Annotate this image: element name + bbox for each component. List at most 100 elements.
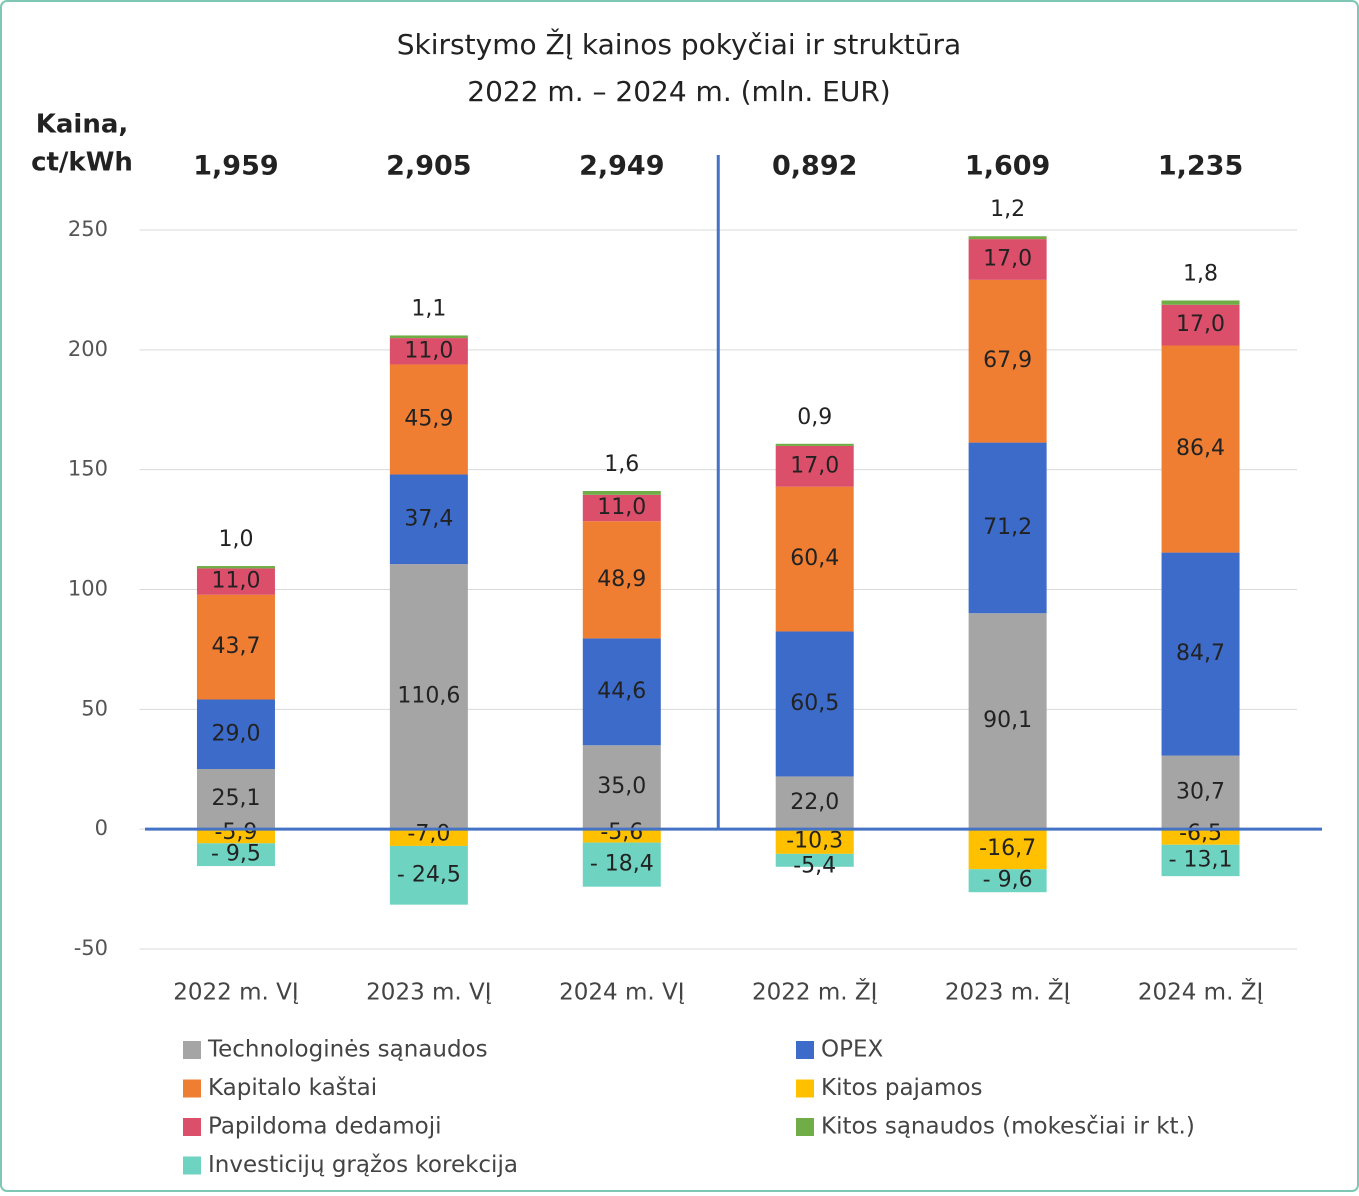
bar-segment bbox=[775, 631, 854, 777]
value-label: 1,8 bbox=[1183, 261, 1218, 286]
value-label: 1,0 bbox=[218, 527, 253, 552]
bar-segment bbox=[775, 776, 854, 830]
bar-segment bbox=[1161, 844, 1240, 877]
value-label: 22,0 bbox=[790, 790, 839, 815]
value-label: -6,5 bbox=[1179, 821, 1222, 846]
value-label: 30,7 bbox=[1176, 779, 1225, 804]
value-label: 1,2 bbox=[990, 197, 1025, 222]
value-label: 44,6 bbox=[597, 679, 646, 704]
bar-segment bbox=[389, 364, 468, 475]
legend-label: OPEX bbox=[821, 1037, 884, 1063]
x-tick-label: 2022 m. VĮ bbox=[173, 980, 299, 1006]
bar-segment bbox=[196, 566, 275, 569]
price-axis-label: ct/kWh bbox=[31, 148, 133, 178]
bar-segment bbox=[1161, 829, 1240, 845]
bar-segment bbox=[775, 443, 854, 446]
bar-segment bbox=[582, 745, 661, 830]
bar-segment bbox=[196, 568, 275, 595]
bar-segment bbox=[196, 594, 275, 700]
price-label: 2,905 bbox=[386, 151, 471, 182]
bar-segment bbox=[775, 445, 854, 487]
bar-segment bbox=[389, 474, 468, 565]
bar-segment bbox=[775, 486, 854, 632]
bar-segment bbox=[968, 236, 1047, 240]
legend-label: Papildoma dedamoji bbox=[208, 1114, 442, 1140]
bar-segment bbox=[1161, 304, 1240, 346]
bar-segment bbox=[389, 338, 468, 365]
value-label: 17,0 bbox=[983, 246, 1032, 271]
bar-segment bbox=[775, 853, 854, 867]
legend-label: Investicijų grąžos korekcija bbox=[208, 1152, 518, 1178]
value-label: - 13,1 bbox=[1169, 847, 1233, 872]
bar-segment bbox=[1161, 345, 1240, 553]
bar-segment bbox=[389, 829, 468, 846]
legend-label: Technologinės sąnaudos bbox=[207, 1037, 488, 1063]
value-label: 60,4 bbox=[790, 546, 839, 571]
value-label: 35,0 bbox=[597, 774, 646, 799]
value-label: -5,9 bbox=[214, 820, 257, 845]
x-tick-label: 2023 m. ŽĮ bbox=[945, 978, 1071, 1006]
value-label: - 9,6 bbox=[983, 868, 1033, 893]
bar-segment bbox=[196, 829, 275, 844]
value-label: -10,3 bbox=[786, 829, 843, 854]
bar-segment bbox=[1161, 552, 1240, 756]
bar-segment bbox=[582, 490, 661, 495]
value-label: 1,1 bbox=[411, 296, 446, 321]
legend-label: Kapitalo kaštai bbox=[208, 1075, 377, 1101]
y-tick-label: 0 bbox=[95, 816, 108, 840]
bar-segment bbox=[1161, 300, 1240, 305]
bar-segment bbox=[1161, 755, 1240, 830]
x-tick-label: 2024 m. ŽĮ bbox=[1138, 978, 1264, 1006]
y-tick-label: 50 bbox=[81, 696, 108, 720]
x-tick-label: 2023 m. VĮ bbox=[366, 980, 492, 1006]
bar-segment bbox=[582, 494, 661, 522]
value-label: 29,0 bbox=[211, 721, 260, 746]
legend-swatch bbox=[183, 1156, 201, 1175]
price-label: 1,609 bbox=[965, 151, 1050, 182]
bar-segment bbox=[196, 769, 275, 830]
value-label: - 18,4 bbox=[590, 852, 654, 877]
price-label: 1,235 bbox=[1158, 151, 1243, 182]
bar-segment bbox=[196, 843, 275, 867]
legend-swatch bbox=[796, 1079, 814, 1098]
bar-segment bbox=[968, 279, 1047, 443]
x-tick-label: 2022 m. ŽĮ bbox=[752, 978, 878, 1006]
bar-segment bbox=[582, 521, 661, 639]
value-label: 48,9 bbox=[597, 567, 646, 592]
value-label: 86,4 bbox=[1176, 436, 1225, 461]
legend-label: Kitos sąnaudos (mokesčiai ir kt.) bbox=[821, 1114, 1195, 1140]
chart-subtitle: 2022 m. – 2024 m. (mln. EUR) bbox=[467, 75, 890, 108]
bar-segment bbox=[389, 335, 468, 339]
value-label: 90,1 bbox=[983, 708, 1032, 733]
value-label: 37,4 bbox=[404, 506, 453, 531]
y-tick-label: -50 bbox=[74, 936, 108, 960]
bar-segment bbox=[582, 829, 661, 843]
chart-title: Skirstymo ŽĮ kainos pokyčiai ir struktūr… bbox=[397, 27, 961, 61]
value-label: - 24,5 bbox=[397, 862, 461, 887]
value-label: 1,6 bbox=[604, 452, 639, 477]
value-label: 45,9 bbox=[404, 406, 453, 431]
legend-swatch bbox=[796, 1118, 814, 1136]
bar-segment bbox=[582, 842, 661, 887]
price-label: 2,949 bbox=[579, 151, 664, 182]
bar-segment bbox=[389, 564, 468, 830]
bar-segment bbox=[389, 845, 468, 905]
bar-segment bbox=[968, 239, 1047, 280]
x-tick-label: 2024 m. VĮ bbox=[559, 980, 685, 1006]
legend-swatch bbox=[796, 1041, 814, 1059]
value-label: 11,0 bbox=[597, 495, 646, 520]
value-label: 84,7 bbox=[1176, 641, 1225, 666]
value-label: - 9,5 bbox=[211, 842, 261, 867]
price-label: 0,892 bbox=[772, 151, 857, 182]
y-tick-label: 150 bbox=[68, 457, 108, 481]
legend-swatch bbox=[183, 1041, 201, 1059]
legend-label: Kitos pajamos bbox=[821, 1075, 983, 1101]
y-tick-label: 100 bbox=[68, 577, 108, 601]
legend-swatch bbox=[183, 1118, 201, 1136]
value-label: 43,7 bbox=[211, 634, 260, 659]
value-label: 67,9 bbox=[983, 348, 1032, 373]
bar-segment bbox=[968, 829, 1047, 870]
value-label: -16,7 bbox=[979, 836, 1036, 861]
value-label: 71,2 bbox=[983, 515, 1032, 540]
